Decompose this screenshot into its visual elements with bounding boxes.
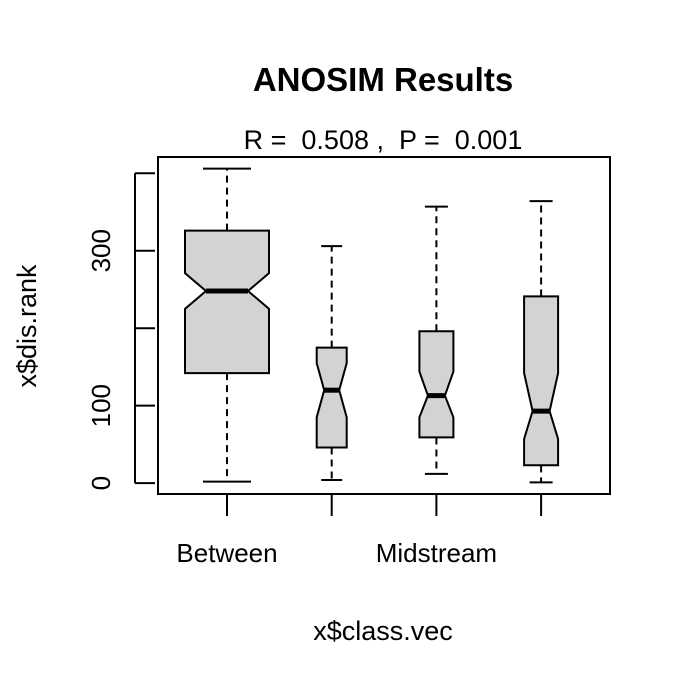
x-axis-title: x$class.vec xyxy=(313,616,453,646)
box-series xyxy=(184,167,560,484)
box-4 xyxy=(523,200,560,484)
x-tick-label: Between xyxy=(176,538,277,568)
plot-frame xyxy=(157,156,611,495)
chart-subtitle: R = 0.508 , P = 0.001 xyxy=(244,125,523,155)
y-axis-title: x$dis.rank xyxy=(12,264,42,388)
x-tick-label: Midstream xyxy=(376,538,497,568)
box-1 xyxy=(184,167,270,483)
box-body xyxy=(184,229,270,375)
chart-title: ANOSIM Results xyxy=(253,61,513,98)
box-2 xyxy=(315,245,348,482)
y-tick-label: 0 xyxy=(86,476,116,490)
box-body xyxy=(315,346,348,449)
y-tick-label: 300 xyxy=(86,229,116,272)
x-axis: Between Midstream xyxy=(176,494,543,568)
y-tick-label: 100 xyxy=(86,384,116,427)
box-3 xyxy=(418,205,455,475)
box-body xyxy=(523,295,560,467)
box-body xyxy=(418,330,455,439)
y-axis: 0 100 300 xyxy=(86,172,155,490)
